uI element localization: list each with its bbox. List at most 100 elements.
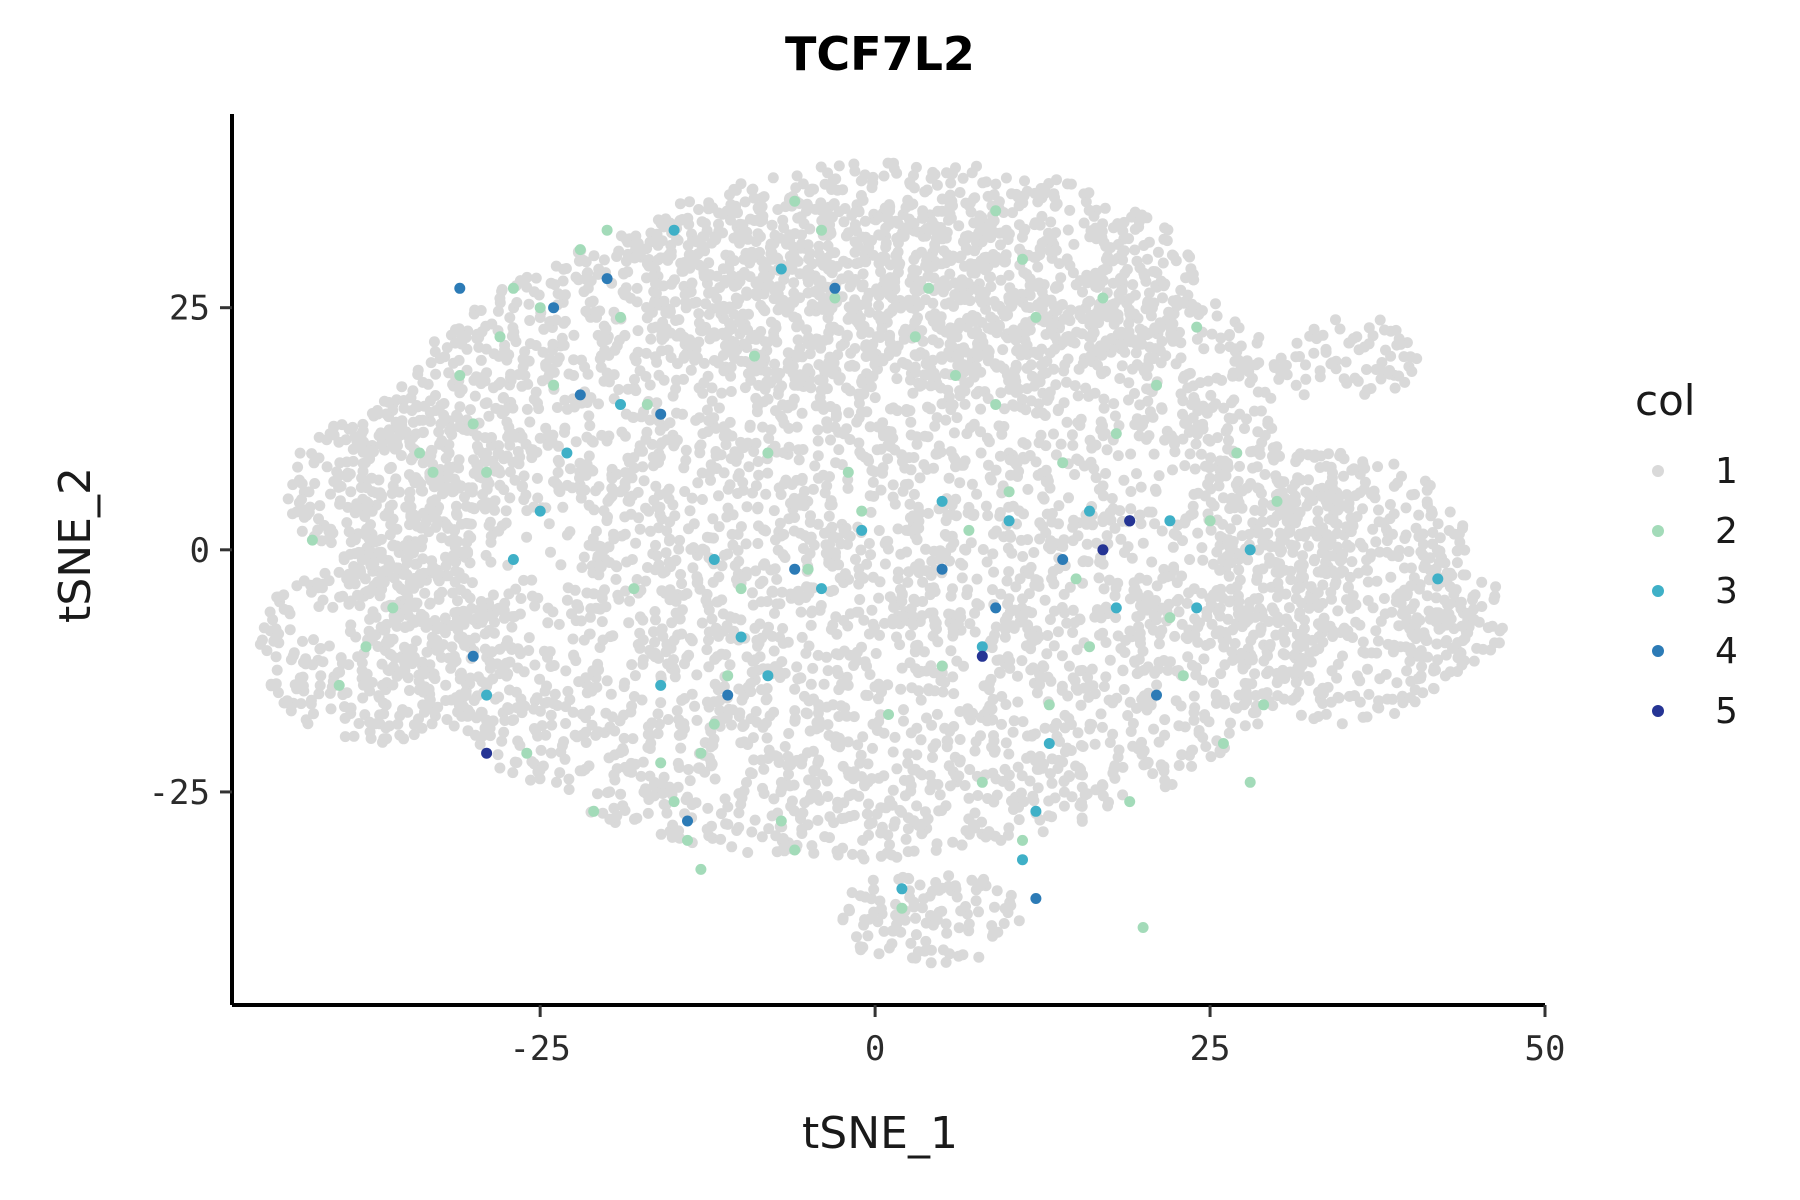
point-col-1 xyxy=(1275,367,1287,379)
point-col-1 xyxy=(859,169,871,181)
point-col-1 xyxy=(619,511,631,523)
point-col-1 xyxy=(1008,804,1019,815)
point-col-1 xyxy=(666,617,678,629)
point-col-1 xyxy=(965,537,977,549)
point-col-1 xyxy=(1131,468,1142,480)
point-col-1 xyxy=(484,730,496,742)
point-col-1 xyxy=(501,670,513,682)
point-col-1 xyxy=(1061,742,1073,754)
point-col-1 xyxy=(1043,178,1055,189)
point-col-1 xyxy=(936,398,948,410)
point-col-1 xyxy=(514,451,526,463)
point-col-1 xyxy=(623,617,635,629)
point-col-1 xyxy=(693,308,705,320)
point-col-1 xyxy=(644,770,656,782)
point-col-1 xyxy=(1204,435,1216,447)
point-col-1 xyxy=(578,551,590,563)
point-col-1 xyxy=(1066,791,1078,803)
point-col-1 xyxy=(573,255,585,267)
point-col-1 xyxy=(676,331,688,343)
point-col-1 xyxy=(864,669,876,680)
point-col-1 xyxy=(1120,634,1132,646)
point-col-1 xyxy=(658,374,670,386)
point-col-1 xyxy=(365,519,376,531)
point-col-1 xyxy=(1144,406,1156,418)
point-col-1 xyxy=(532,730,544,742)
point-col-1 xyxy=(693,317,705,329)
point-col-1 xyxy=(928,582,940,594)
point-col-1 xyxy=(1112,313,1124,325)
point-col-1 xyxy=(592,788,603,800)
point-col-1 xyxy=(994,654,1006,666)
point-col-1 xyxy=(806,183,818,195)
point-col-1 xyxy=(468,503,480,515)
point-col-1 xyxy=(617,743,629,755)
point-col-1 xyxy=(1184,554,1196,565)
point-col-1 xyxy=(708,327,720,339)
point-col-1 xyxy=(534,764,546,776)
point-col-1 xyxy=(1073,363,1085,375)
point-col-1 xyxy=(894,639,906,651)
point-col-1 xyxy=(780,474,792,486)
point-col-1 xyxy=(1252,718,1264,730)
point-col-1 xyxy=(978,224,990,236)
point-col-1 xyxy=(1280,588,1292,600)
point-col-1 xyxy=(766,586,778,598)
point-col-1 xyxy=(1109,772,1121,784)
point-col-1 xyxy=(873,212,885,223)
point-col-1 xyxy=(948,688,960,700)
point-col-1 xyxy=(741,501,753,513)
point-col-1 xyxy=(939,529,951,540)
point-col-1 xyxy=(1024,775,1036,787)
point-col-1 xyxy=(625,292,636,304)
point-col-1 xyxy=(905,629,916,641)
point-col-1 xyxy=(1069,469,1081,480)
point-col-1 xyxy=(1088,327,1100,339)
point-col-1 xyxy=(614,486,626,498)
point-col-1 xyxy=(1245,446,1257,458)
point-col-1 xyxy=(1141,574,1153,586)
point-col-1 xyxy=(907,387,919,399)
point-col-1 xyxy=(1010,581,1022,593)
point-col-1 xyxy=(980,831,992,843)
point-col-1 xyxy=(864,306,876,318)
point-col-1 xyxy=(515,593,527,604)
point-col-1 xyxy=(702,370,714,382)
point-col-1 xyxy=(765,376,777,388)
point-col-1 xyxy=(1117,789,1129,801)
point-col-1 xyxy=(501,354,513,366)
point-col-1 xyxy=(712,684,724,696)
point-col-1 xyxy=(756,684,767,696)
point-col-1 xyxy=(904,498,916,510)
point-col-1 xyxy=(867,742,878,754)
point-col-1 xyxy=(743,461,755,473)
point-col-1 xyxy=(761,693,773,704)
point-col-1 xyxy=(854,312,866,324)
point-col-1 xyxy=(583,410,595,422)
point-col-1 xyxy=(1166,779,1178,790)
point-col-1 xyxy=(1101,444,1113,456)
point-col-1 xyxy=(813,276,825,288)
point-col-1 xyxy=(573,676,585,688)
point-col-1 xyxy=(632,486,644,498)
point-col-1 xyxy=(807,662,819,674)
point-col-1 xyxy=(800,554,812,566)
point-col-1 xyxy=(702,802,714,814)
point-col-1 xyxy=(1070,279,1082,291)
point-col-1 xyxy=(1069,337,1081,349)
point-col-1 xyxy=(808,539,820,551)
point-col-1 xyxy=(494,762,506,774)
point-col-1 xyxy=(391,523,403,535)
point-col-1 xyxy=(842,270,854,282)
point-col-1 xyxy=(985,281,997,293)
point-col-1 xyxy=(619,677,631,689)
point-col-1 xyxy=(1206,618,1218,630)
point-col-1 xyxy=(853,437,865,449)
point-col-1 xyxy=(587,295,599,307)
point-col-1 xyxy=(607,630,619,642)
point-col-1 xyxy=(1028,795,1040,807)
point-col-1 xyxy=(345,486,357,498)
point-col-1 xyxy=(1100,637,1112,648)
point-col-1 xyxy=(487,589,499,601)
point-col-1 xyxy=(1039,594,1051,606)
